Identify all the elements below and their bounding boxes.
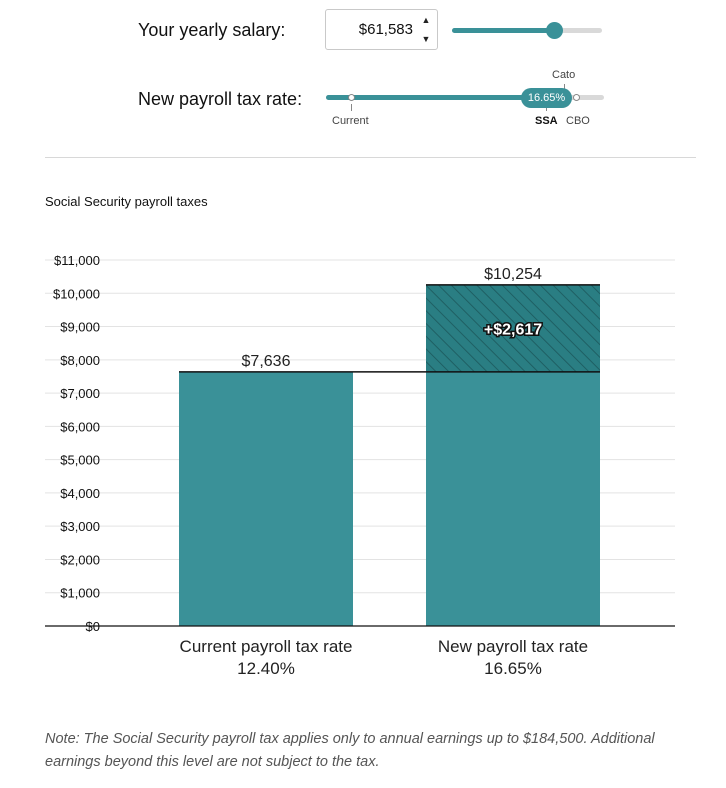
- y-tick-label: $6,000: [60, 419, 100, 434]
- spin-down-icon[interactable]: ▼: [421, 34, 431, 44]
- cato-tick-line: [564, 84, 565, 91]
- y-tick-label: $1,000: [60, 586, 100, 601]
- cbo-rate-label[interactable]: CBO: [566, 115, 590, 127]
- y-tick-label: $11,000: [54, 253, 100, 268]
- bar-current: [179, 371, 353, 626]
- chart-title: Social Security payroll taxes: [45, 194, 208, 209]
- x-category-label: New payroll tax rate: [438, 637, 588, 656]
- spin-up-icon[interactable]: ▲: [421, 15, 431, 25]
- salary-value[interactable]: $61,583: [358, 21, 413, 38]
- y-tick-label: $5,000: [60, 453, 100, 468]
- salary-input[interactable]: $61,583 ▲ ▼: [325, 9, 438, 50]
- rate-slider-fill: [326, 95, 546, 100]
- cbo-rate-tick[interactable]: [573, 94, 580, 101]
- x-category-label: Current payroll tax rate: [180, 637, 353, 656]
- x-category-sublabel: 12.40%: [237, 659, 295, 678]
- bar-value-label: $10,254: [484, 266, 542, 283]
- rate-label: New payroll tax rate:: [138, 89, 303, 109]
- bar-new-base: [426, 371, 600, 626]
- footnote: Note: The Social Security payroll tax ap…: [45, 731, 655, 770]
- cato-rate-label[interactable]: Cato: [552, 69, 576, 81]
- x-category-sublabel: 16.65%: [484, 659, 542, 678]
- ssa-rate-label[interactable]: SSA: [535, 115, 558, 127]
- salary-label: Your yearly salary:: [138, 20, 286, 40]
- y-tick-label: $9,000: [60, 320, 100, 335]
- salary-slider-thumb[interactable]: [546, 22, 563, 39]
- current-rate-tick[interactable]: [348, 94, 355, 101]
- section-divider: [45, 157, 696, 158]
- y-tick-label: $4,000: [60, 486, 100, 501]
- y-tick-label: $3,000: [60, 519, 100, 534]
- y-tick-label: $2,000: [60, 552, 100, 567]
- y-tick-label: $8,000: [60, 353, 100, 368]
- y-tick-label: $10,000: [53, 286, 100, 301]
- salary-slider-fill: [452, 28, 554, 33]
- bar-new-increase: [426, 284, 600, 372]
- current-tick-line: [351, 104, 352, 111]
- rate-slider-thumb[interactable]: 16.65%: [521, 88, 572, 108]
- current-rate-label[interactable]: Current: [332, 115, 369, 127]
- increase-label: +$2,617: [484, 321, 542, 338]
- y-tick-label: $7,000: [60, 386, 100, 401]
- bar-value-label: $7,636: [242, 353, 291, 370]
